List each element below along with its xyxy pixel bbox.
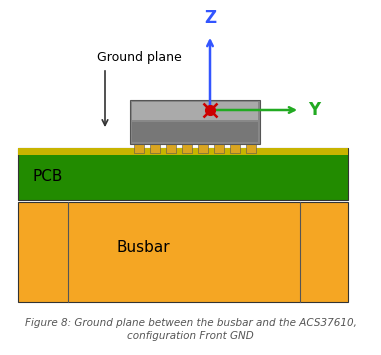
Bar	[214, 144, 224, 153]
Bar	[166, 144, 176, 153]
Text: Z: Z	[204, 9, 216, 27]
Bar	[134, 144, 144, 153]
Bar	[198, 144, 208, 153]
Bar	[18, 148, 348, 155]
Bar	[18, 202, 348, 302]
Bar	[132, 122, 258, 142]
Bar	[150, 144, 160, 153]
Bar	[182, 144, 192, 153]
Text: Ground plane: Ground plane	[97, 51, 182, 64]
Text: configuration Front GND: configuration Front GND	[127, 331, 254, 341]
Bar	[132, 102, 258, 120]
Text: Figure 8: Ground plane between the busbar and the ACS37610,: Figure 8: Ground plane between the busba…	[24, 318, 357, 328]
Text: Busbar: Busbar	[117, 240, 170, 255]
Bar	[130, 100, 260, 144]
Bar	[18, 148, 348, 200]
Bar	[230, 144, 240, 153]
Text: Y: Y	[308, 101, 320, 119]
Bar	[246, 144, 256, 153]
Text: PCB: PCB	[32, 169, 62, 184]
